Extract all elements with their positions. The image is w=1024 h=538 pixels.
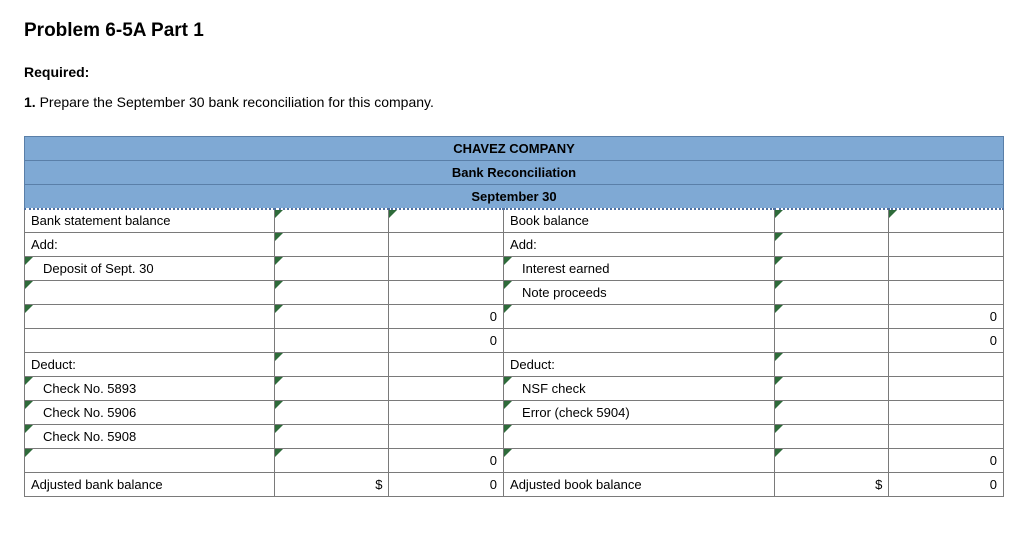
bank-adjusted-currency: $ <box>274 473 389 497</box>
row-subtotal-1: 0 0 <box>25 305 1004 329</box>
book-adjusted-label: Adjusted book balance <box>504 473 775 497</box>
required-item-text: Prepare the September 30 bank reconcilia… <box>40 94 434 110</box>
bank-sub2-amt <box>274 329 389 353</box>
header-company: CHAVEZ COMPANY <box>25 137 1004 161</box>
book-sub2-amt <box>774 329 889 353</box>
bank-deduct-item-3-tot <box>389 425 504 449</box>
row-adjusted: Adjusted bank balance $ 0 Adjusted book … <box>25 473 1004 497</box>
book-deduct-item-1[interactable]: NSF check <box>504 377 775 401</box>
row-add-item-2: Note proceeds <box>25 281 1004 305</box>
book-add-label: Add: <box>504 233 775 257</box>
header-title: Bank Reconciliation <box>25 161 1004 185</box>
bank-sub1-label[interactable] <box>25 305 275 329</box>
bank-deduct-label: Deduct: <box>25 353 275 377</box>
bank-deduct-item-1-amt[interactable] <box>274 377 389 401</box>
book-deduct-label: Deduct: <box>504 353 775 377</box>
book-deduct-item-2[interactable]: Error (check 5904) <box>504 401 775 425</box>
bank-add-item-1-tot <box>389 257 504 281</box>
required-item-number: 1. <box>24 94 36 110</box>
header-row-company: CHAVEZ COMPANY <box>25 137 1004 161</box>
book-deduct-item-2-amt[interactable] <box>774 401 889 425</box>
bank-adjusted-value: 0 <box>389 473 504 497</box>
book-sub1-label[interactable] <box>504 305 775 329</box>
bank-deduct-item-3-amt[interactable] <box>274 425 389 449</box>
book-balance-amt-input[interactable] <box>774 209 889 233</box>
bank-add-item-2-amt[interactable] <box>274 281 389 305</box>
row-deduct-item-1: Check No. 5893 NSF check <box>25 377 1004 401</box>
row-add-item-1: Deposit of Sept. 30 Interest earned <box>25 257 1004 281</box>
reconciliation-table: CHAVEZ COMPANY Bank Reconciliation Septe… <box>24 136 1004 497</box>
row-deduct-item-3: Check No. 5908 <box>25 425 1004 449</box>
book-deduct-item-1-amt[interactable] <box>774 377 889 401</box>
bank-sub1-amt[interactable] <box>274 305 389 329</box>
page-title: Problem 6-5A Part 1 <box>24 20 1000 42</box>
bank-deduct-sub-tot: 0 <box>389 449 504 473</box>
book-sub2-label <box>504 329 775 353</box>
row-subtotal-2: 0 0 <box>25 329 1004 353</box>
book-add-item-1[interactable]: Interest earned <box>504 257 775 281</box>
bank-add-item-2-tot <box>389 281 504 305</box>
bank-deduct-sub-label[interactable] <box>25 449 275 473</box>
book-deduct-sub-label[interactable] <box>504 449 775 473</box>
book-add-amt-input[interactable] <box>774 233 889 257</box>
book-adjusted-currency: $ <box>774 473 889 497</box>
book-deduct-item-1-tot <box>889 377 1004 401</box>
book-deduct-sub-amt[interactable] <box>774 449 889 473</box>
book-add-tot-cell <box>889 233 1004 257</box>
bank-deduct-item-2[interactable]: Check No. 5906 <box>25 401 275 425</box>
book-deduct-item-2-tot <box>889 401 1004 425</box>
bank-deduct-tot <box>389 353 504 377</box>
header-date: September 30 <box>25 185 1004 209</box>
required-item: 1. Prepare the September 30 bank reconci… <box>24 94 1000 110</box>
bank-stmt-balance-label: Bank statement balance <box>25 209 275 233</box>
bank-add-amt-input[interactable] <box>274 233 389 257</box>
bank-deduct-item-1-tot <box>389 377 504 401</box>
bank-add-item-1-amt[interactable] <box>274 257 389 281</box>
row-balances: Bank statement balance Book balance <box>25 209 1004 233</box>
book-add-item-1-amt[interactable] <box>774 257 889 281</box>
book-balance-label: Book balance <box>504 209 775 233</box>
row-deduct-item-2: Check No. 5906 Error (check 5904) <box>25 401 1004 425</box>
book-add-item-2[interactable]: Note proceeds <box>504 281 775 305</box>
book-add-item-1-tot <box>889 257 1004 281</box>
bank-add-tot-cell <box>389 233 504 257</box>
bank-sub2-tot: 0 <box>389 329 504 353</box>
bank-deduct-item-3[interactable]: Check No. 5908 <box>25 425 275 449</box>
bank-add-item-2[interactable] <box>25 281 275 305</box>
book-add-item-2-tot <box>889 281 1004 305</box>
row-deduct-label: Deduct: Deduct: <box>25 353 1004 377</box>
book-balance-tot-input[interactable] <box>889 209 1004 233</box>
bank-add-label: Add: <box>25 233 275 257</box>
book-add-item-2-amt[interactable] <box>774 281 889 305</box>
bank-deduct-item-2-tot <box>389 401 504 425</box>
bank-adjusted-label: Adjusted bank balance <box>25 473 275 497</box>
book-deduct-tot <box>889 353 1004 377</box>
book-sub1-amt[interactable] <box>774 305 889 329</box>
bank-sub1-tot: 0 <box>389 305 504 329</box>
bank-stmt-tot-input[interactable] <box>389 209 504 233</box>
book-adjusted-value: 0 <box>889 473 1004 497</box>
book-sub1-tot: 0 <box>889 305 1004 329</box>
required-label: Required: <box>24 64 1000 80</box>
header-row-title: Bank Reconciliation <box>25 161 1004 185</box>
bank-stmt-amt-input[interactable] <box>274 209 389 233</box>
book-deduct-item-3[interactable] <box>504 425 775 449</box>
book-deduct-item-3-amt[interactable] <box>774 425 889 449</box>
bank-add-item-1[interactable]: Deposit of Sept. 30 <box>25 257 275 281</box>
bank-deduct-item-2-amt[interactable] <box>274 401 389 425</box>
book-deduct-item-3-tot <box>889 425 1004 449</box>
header-row-date: September 30 <box>25 185 1004 209</box>
book-sub2-tot: 0 <box>889 329 1004 353</box>
book-deduct-sub-tot: 0 <box>889 449 1004 473</box>
bank-deduct-sub-amt[interactable] <box>274 449 389 473</box>
bank-deduct-item-1[interactable]: Check No. 5893 <box>25 377 275 401</box>
bank-sub2-label <box>25 329 275 353</box>
book-deduct-amt[interactable] <box>774 353 889 377</box>
row-add-label: Add: Add: <box>25 233 1004 257</box>
row-deduct-subtotal: 0 0 <box>25 449 1004 473</box>
bank-deduct-amt[interactable] <box>274 353 389 377</box>
